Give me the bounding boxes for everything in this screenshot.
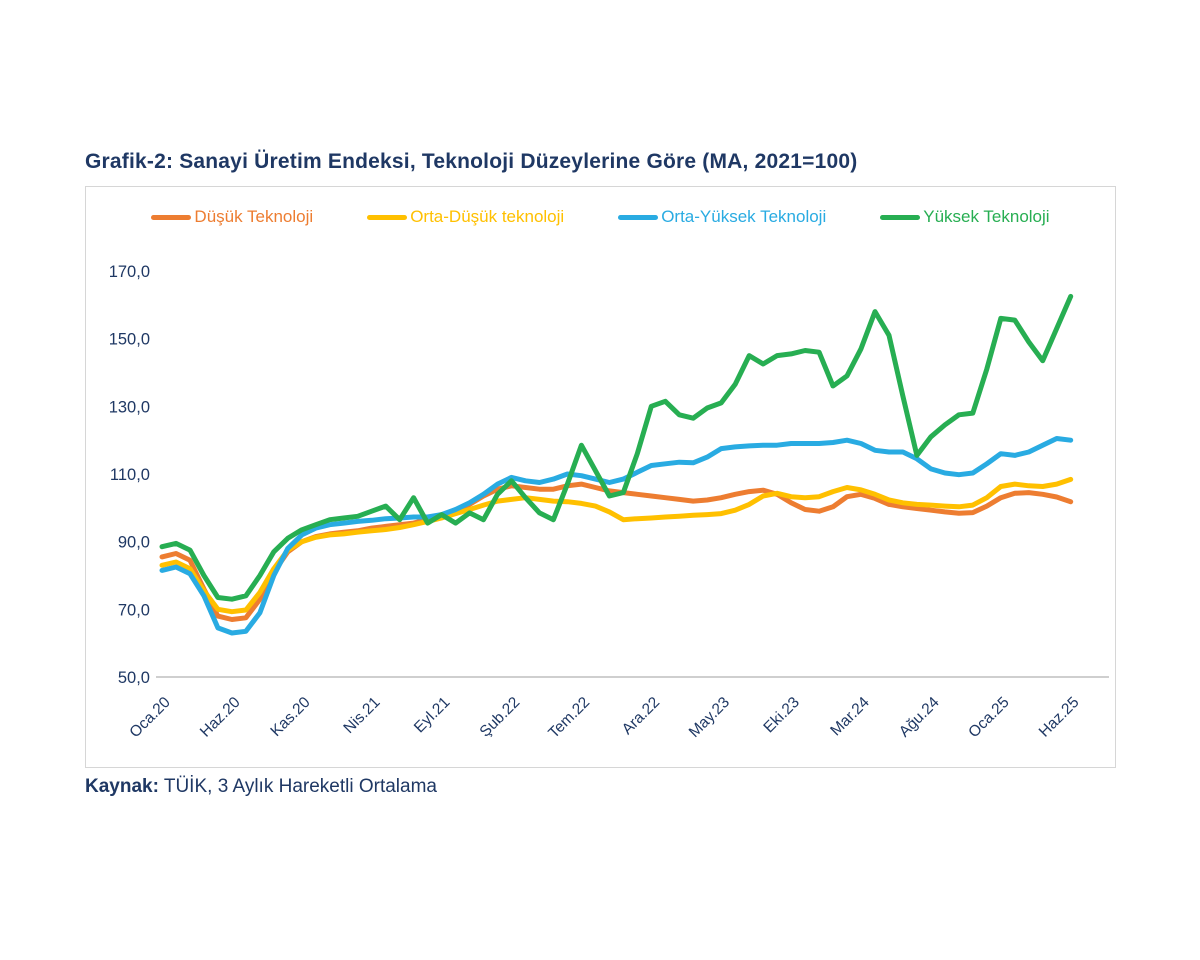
source-note: Kaynak: TÜİK, 3 Aylık Hareketli Ortalama (85, 776, 437, 798)
legend-label: Orta-Düşük teknoloji (410, 207, 565, 226)
y-axis-tick-label: 90,0 (118, 534, 150, 552)
legend-label: Düşük Teknoloji (194, 207, 314, 226)
x-axis-tick-label: Eki.23 (760, 694, 802, 736)
x-axis-tick-label: Nis.21 (340, 694, 383, 737)
x-axis-tick-label: Şub.22 (477, 694, 524, 741)
legend-line-swatch (880, 214, 921, 220)
x-axis-tick-label: Kas.20 (267, 694, 313, 740)
x-axis-tick-label: Mar.24 (827, 694, 873, 740)
y-axis-tick-label: 50,0 (118, 669, 150, 687)
x-axis-tick-label: May.23 (686, 694, 733, 741)
y-axis-tick-label: 130,0 (109, 398, 150, 416)
chart-legend: Düşük Teknoloji Orta-Düşük teknoloji Ort… (86, 207, 1115, 227)
legend-line-swatch (367, 214, 408, 220)
chart-title: Grafik-2: Sanayi Üretim Endeksi, Teknolo… (85, 150, 858, 173)
legend-item-orta-dusuk-teknoloji: Orta-Düşük teknoloji (367, 207, 564, 227)
x-axis-tick-label: Haz.25 (1036, 694, 1083, 741)
series-line-y-ksek-teknoloji (159, 293, 1074, 602)
line-chart-plot: 170,0 150,0 130,0 110,0 90,0 70,0 50,0 Oca.20 Ha… (109, 263, 1109, 742)
source-label: Kaynak: (85, 776, 159, 797)
legend-label: Yüksek Teknoloji (923, 207, 1050, 226)
legend-item-yuksek-teknoloji: Yüksek Teknoloji (880, 207, 1050, 227)
series-line-orta-y-ksek-teknoloji (159, 436, 1074, 636)
x-axis-tick-label: Tem.22 (545, 694, 593, 742)
legend-item-dusuk-teknoloji: Düşük Teknoloji (151, 207, 313, 227)
legend-line-swatch (618, 214, 659, 220)
legend-label: Orta-Yüksek Teknoloji (661, 207, 827, 226)
chart-area: Düşük Teknoloji Orta-Düşük teknoloji Ort… (85, 186, 1116, 768)
y-axis-tick-label: 170,0 (109, 263, 150, 281)
y-axis-tick-label: 150,0 (109, 331, 150, 349)
x-axis-tick-label: Ara.22 (619, 694, 663, 738)
x-axis-tick-label: Oca.20 (126, 694, 174, 742)
x-axis-tick-label: Ağu.24 (896, 694, 943, 741)
x-axis-tick-label: Eyl.21 (411, 694, 453, 736)
y-axis-tick-label: 70,0 (118, 601, 150, 619)
legend-item-orta-yuksek-teknoloji: Orta-Yüksek Teknoloji (618, 207, 826, 227)
x-axis-tick-label: Oca.25 (965, 694, 1012, 741)
source-text: TÜİK, 3 Aylık Hareketli Ortalama (158, 776, 437, 797)
series-line-orta-d-k-teknoloji (159, 476, 1074, 615)
legend-line-swatch (151, 214, 192, 220)
y-axis-tick-label: 110,0 (110, 466, 150, 484)
x-axis-tick-label: Haz.20 (197, 694, 244, 741)
